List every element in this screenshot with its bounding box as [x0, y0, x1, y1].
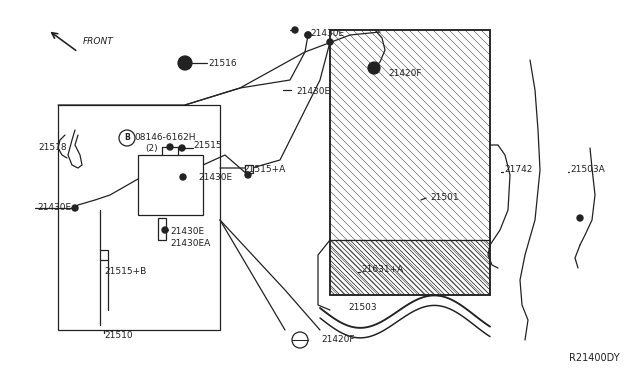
Circle shape [180, 174, 186, 180]
Circle shape [162, 227, 168, 233]
Bar [58, 105, 220, 330]
Text: 21430E: 21430E [296, 87, 330, 96]
Text: 21420F: 21420F [321, 336, 355, 344]
Text: 21501: 21501 [430, 193, 459, 202]
Text: 21503A: 21503A [570, 166, 605, 174]
Text: 21430EA: 21430EA [170, 240, 211, 248]
Bar [158, 218, 166, 240]
Circle shape [178, 56, 192, 70]
Circle shape [245, 172, 251, 178]
Text: 21430E: 21430E [37, 202, 71, 212]
Circle shape [305, 32, 311, 38]
Circle shape [167, 144, 173, 150]
Text: 21510: 21510 [104, 330, 132, 340]
Text: FRONT: FRONT [83, 38, 114, 46]
Text: 21420F: 21420F [388, 68, 422, 77]
Circle shape [371, 65, 376, 71]
Text: 21430E: 21430E [170, 228, 204, 237]
Bar [138, 155, 203, 215]
Circle shape [72, 205, 78, 211]
Text: 21742: 21742 [504, 166, 532, 174]
Circle shape [305, 32, 311, 38]
Circle shape [180, 58, 189, 67]
Text: 21503: 21503 [348, 304, 376, 312]
Text: 08146-6162H: 08146-6162H [134, 134, 195, 142]
Text: 21516: 21516 [208, 58, 237, 67]
Text: 21515+B: 21515+B [104, 267, 147, 276]
Circle shape [368, 62, 380, 74]
Circle shape [179, 145, 185, 151]
Bar [330, 30, 490, 295]
Bar [245, 165, 253, 173]
Text: (2): (2) [145, 144, 157, 153]
Text: B: B [124, 134, 130, 142]
Text: 21430E: 21430E [198, 173, 232, 182]
Text: 21518: 21518 [38, 142, 67, 151]
Text: 21430E: 21430E [310, 29, 344, 38]
Text: 21515: 21515 [193, 141, 221, 150]
Text: 21515+A: 21515+A [243, 166, 285, 174]
Text: 21631+A: 21631+A [361, 266, 403, 275]
Text: R21400DY: R21400DY [570, 353, 620, 363]
Circle shape [292, 27, 298, 33]
Circle shape [327, 39, 333, 45]
Circle shape [577, 215, 583, 221]
